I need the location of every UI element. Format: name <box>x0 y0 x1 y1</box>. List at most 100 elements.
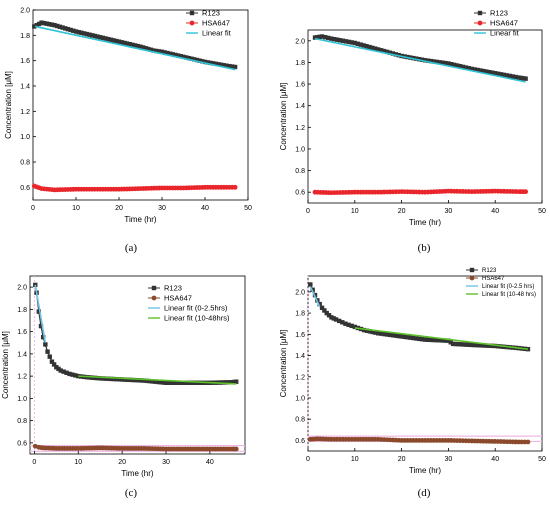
data-point <box>460 64 466 70</box>
data-point <box>58 368 63 373</box>
data-point <box>317 34 322 40</box>
data-point <box>233 446 239 452</box>
data-point <box>138 44 143 49</box>
data-point <box>34 23 39 28</box>
data-point <box>317 301 322 307</box>
y-tick-label: 1.8 <box>20 33 30 40</box>
x-axis-title: Time (hr) <box>124 215 156 224</box>
data-point <box>64 370 69 375</box>
data-point <box>40 334 46 340</box>
y-tick-label: 1.0 <box>20 134 30 141</box>
data-point <box>333 317 339 322</box>
data-point <box>191 380 196 385</box>
y-tick-label: 1.6 <box>17 329 27 336</box>
data-point <box>405 335 410 340</box>
data-point <box>373 330 378 335</box>
data-point <box>428 58 434 64</box>
data-point <box>396 333 401 339</box>
data-point <box>484 69 489 74</box>
data-point <box>122 377 128 382</box>
plot-frame <box>307 29 543 204</box>
data-point <box>355 41 360 46</box>
data-point <box>343 39 349 44</box>
data-point <box>322 35 328 40</box>
y-tick-label: 1.8 <box>295 311 305 318</box>
y-tick-label: 2.0 <box>295 38 305 45</box>
legend-label: Linear fit <box>490 29 520 38</box>
series-0 <box>312 34 528 81</box>
data-point <box>41 20 47 26</box>
data-point <box>39 20 44 25</box>
plot-frame <box>29 275 246 455</box>
data-point <box>151 48 156 53</box>
y-tick-label: 0.6 <box>295 438 305 445</box>
data-point <box>478 343 483 348</box>
data-point <box>390 51 396 56</box>
data-point <box>425 58 431 63</box>
data-point <box>141 378 147 383</box>
series-0 <box>33 282 239 385</box>
data-point <box>376 331 381 336</box>
data-point <box>178 54 184 59</box>
data-point <box>495 71 501 76</box>
data-point <box>411 335 416 341</box>
data-point <box>200 59 205 64</box>
legend-label: Linear fit (10-48 hrs) <box>482 292 536 298</box>
data-point <box>384 332 390 337</box>
data-point <box>119 40 124 45</box>
data-point <box>507 73 513 79</box>
data-point <box>205 60 210 65</box>
data-point <box>376 47 381 52</box>
x-tick-label: 0 <box>32 459 36 466</box>
data-point <box>76 29 81 35</box>
fit-line <box>78 375 237 385</box>
x-tick-label: 30 <box>445 208 453 215</box>
data-point <box>466 66 472 71</box>
x-tick-label: 50 <box>538 208 546 215</box>
data-point <box>349 40 355 45</box>
data-point <box>189 56 194 61</box>
data-point <box>106 376 111 381</box>
data-point <box>49 359 55 364</box>
data-point <box>521 76 526 81</box>
data-point <box>73 373 78 378</box>
data-point <box>152 379 158 384</box>
data-point <box>457 64 463 69</box>
data-point <box>456 341 461 347</box>
data-point <box>443 338 448 343</box>
x-tick-label: 30 <box>162 459 170 466</box>
data-point <box>230 64 235 69</box>
data-point <box>449 61 454 67</box>
data-point <box>124 41 130 46</box>
data-point <box>364 328 370 333</box>
data-point <box>122 40 127 46</box>
data-point <box>221 63 227 68</box>
data-point <box>49 22 55 27</box>
plot-frame <box>32 9 249 201</box>
chart-panel-b: 0 10 20 30 40 50 0.6 0.8 1.0 1.2 1.4 1.6 1.8 2.0 Time … <box>279 9 546 254</box>
data-point <box>481 343 486 348</box>
data-point <box>358 42 363 47</box>
data-point <box>208 60 213 66</box>
legend-swatch-marker <box>477 20 483 26</box>
data-point <box>402 334 407 340</box>
x-axis-title: Time (hr) <box>409 218 441 227</box>
data-point <box>103 376 108 381</box>
data-point <box>381 48 387 54</box>
data-point <box>106 36 111 42</box>
data-point <box>100 35 106 41</box>
data-point <box>393 52 398 57</box>
x-tick-label: 20 <box>398 456 406 463</box>
data-point <box>349 323 354 329</box>
data-point <box>440 338 445 343</box>
data-point <box>475 67 480 73</box>
legend-label: R123 <box>482 268 497 274</box>
series-2 <box>34 284 47 343</box>
y-tick-label: 1.0 <box>295 395 305 402</box>
legend-label: HSA647 <box>482 276 505 282</box>
legend: R123 HSA647 Linear fit (0-2.5 hrs) Linear f… <box>466 267 536 298</box>
data-point <box>367 329 372 334</box>
